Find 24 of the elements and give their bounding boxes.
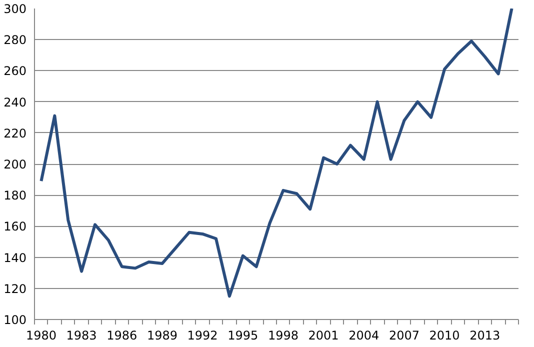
x-tick-label: 1989 [146, 328, 178, 342]
y-tick-label: 300 [4, 2, 26, 16]
x-tick-label: 2010 [429, 328, 460, 342]
x-tick-label: 1986 [106, 328, 138, 342]
y-tick-label: 200 [4, 158, 26, 172]
y-tick-label: 180 [4, 188, 26, 203]
y-tick-label: 220 [4, 126, 26, 140]
y-tick-label: 160 [4, 220, 26, 234]
x-tick-label: 2013 [470, 328, 500, 342]
y-tick-label: 120 [4, 282, 26, 296]
x-tick-label: 1983 [66, 328, 97, 342]
x-tick-label: 1992 [187, 328, 218, 342]
x-tick-label: 2004 [348, 328, 380, 342]
y-tick-label: 260 [4, 64, 26, 78]
x-tick-label: 1980 [26, 328, 56, 342]
x-tick-label: 2007 [388, 328, 420, 342]
y-tick-label: 240 [4, 95, 26, 110]
y-tick-label: 100 [4, 313, 26, 327]
y-tick-label: 140 [4, 250, 26, 265]
line-series [40, 8, 514, 298]
x-tick-label: 2001 [308, 328, 339, 342]
y-tick-label: 280 [4, 33, 26, 48]
x-tick-label: 1998 [268, 328, 298, 342]
x-tick-label: 1995 [228, 328, 258, 342]
